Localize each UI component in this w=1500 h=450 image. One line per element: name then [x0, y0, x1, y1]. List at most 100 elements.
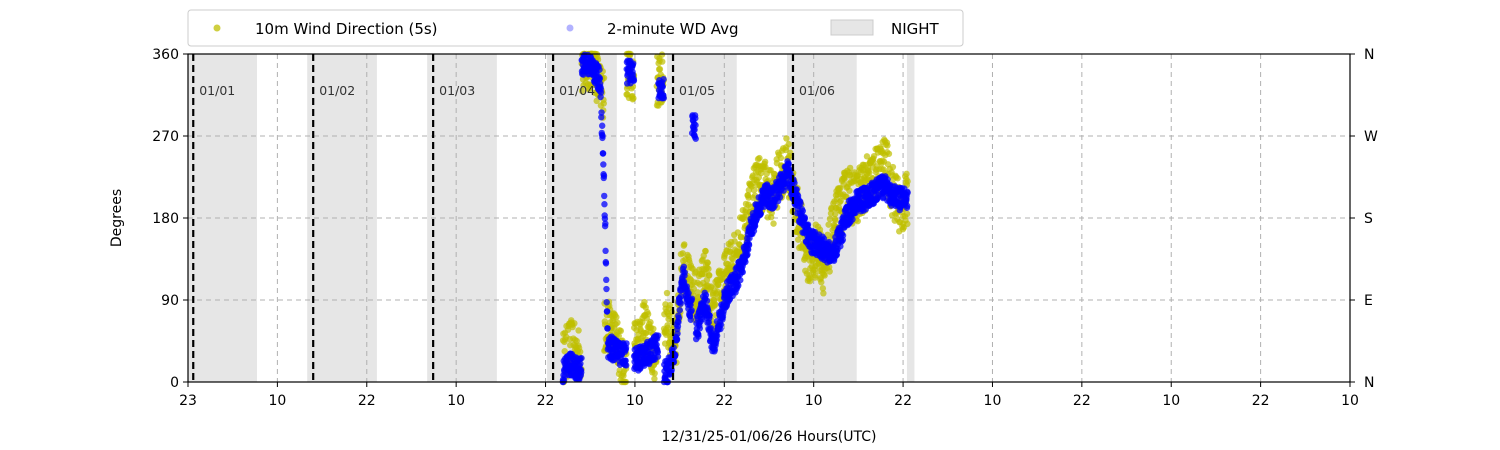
avg-point [676, 306, 683, 314]
avg-point [839, 232, 847, 239]
x-tick-label: 10 [626, 393, 644, 409]
raw-point [846, 187, 853, 194]
avg-point [659, 83, 666, 91]
avg-point [601, 215, 609, 222]
raw-point [705, 265, 712, 273]
raw-point [866, 169, 873, 177]
avg-point [654, 353, 662, 360]
raw-point [593, 97, 600, 105]
raw-point [644, 310, 652, 318]
avg-point [685, 289, 692, 297]
raw-point [647, 319, 654, 326]
x-tick-label: 22 [894, 393, 912, 409]
avg-point [674, 330, 681, 337]
raw-point [656, 65, 664, 73]
avg-point [706, 312, 713, 319]
avg-point [603, 299, 610, 306]
avg-point [660, 94, 668, 102]
raw-point [756, 154, 763, 162]
raw-point [885, 150, 893, 157]
avg-point [801, 215, 809, 222]
x-tick-label: 22 [1073, 393, 1091, 409]
raw-point [576, 348, 584, 355]
avg-point [745, 241, 753, 249]
avg-point [602, 260, 610, 267]
raw-point [659, 58, 666, 65]
raw-point [818, 279, 825, 286]
avg-point [771, 202, 778, 210]
avg-point [623, 340, 630, 347]
raw-point [794, 236, 802, 243]
avg-point [630, 60, 637, 67]
raw-point [651, 370, 658, 377]
avg-point [602, 220, 609, 227]
avg-point [603, 285, 610, 293]
avg-point [742, 258, 749, 266]
x-tick-label: 22 [715, 393, 733, 409]
day-label: 01/01 [199, 83, 235, 98]
y-tick-label: 90 [161, 293, 179, 309]
x-tick-label: 22 [358, 393, 376, 409]
legend-box [187, 9, 964, 47]
raw-point [821, 272, 828, 279]
x-tick-label: 10 [805, 393, 823, 409]
raw-point [664, 324, 671, 332]
avg-point [717, 321, 725, 328]
raw-point [651, 375, 658, 382]
x-tick-label: 10 [268, 393, 286, 409]
raw-point [819, 285, 827, 292]
avg-point [602, 247, 609, 255]
avg-point [596, 75, 604, 82]
raw-point [761, 158, 769, 166]
x-tick-label: 10 [1341, 393, 1359, 409]
avg-point [785, 160, 792, 167]
avg-point [793, 186, 800, 193]
raw-point [904, 178, 911, 185]
avg-point [839, 236, 847, 244]
raw-point [820, 290, 827, 297]
avg-point [713, 332, 721, 339]
raw-point [846, 164, 854, 172]
raw-point [826, 268, 833, 275]
avg-point [596, 66, 603, 73]
avg-point [677, 300, 684, 307]
raw-point [666, 302, 674, 309]
avg-point [739, 268, 746, 276]
avg-point [799, 207, 807, 215]
avg-point [578, 354, 585, 362]
avg-point [630, 77, 638, 84]
raw-point [561, 348, 568, 355]
x-tick-label: 10 [984, 393, 1002, 409]
avg-point [757, 210, 764, 218]
avg-point [577, 360, 584, 367]
raw-point [777, 154, 785, 162]
avg-point [849, 216, 856, 223]
day-label: 01/06 [799, 83, 835, 98]
avg-point [601, 192, 608, 200]
avg-point [601, 201, 608, 208]
avg-point [675, 314, 683, 322]
avg-point [598, 109, 605, 116]
y-tick-label: 0 [170, 375, 179, 391]
raw-point [903, 210, 911, 218]
avg-point [856, 194, 863, 202]
avg-point [600, 161, 607, 168]
raw-point [578, 87, 586, 95]
raw-point [889, 163, 897, 171]
x-tick-label: 22 [537, 393, 555, 409]
raw-point [785, 140, 792, 148]
avg-point [797, 200, 804, 207]
avg-point [737, 276, 744, 284]
raw-point [831, 210, 839, 218]
raw-point [826, 215, 834, 223]
avg-point [597, 89, 605, 96]
legend-night-swatch [830, 19, 874, 36]
raw-point [825, 221, 832, 228]
raw-point [702, 247, 709, 255]
y2-tick-label: W [1364, 129, 1378, 145]
raw-point [658, 51, 666, 58]
avg-point [776, 194, 784, 201]
avg-point [692, 121, 699, 129]
avg-point [688, 307, 695, 314]
y-axis-label: Degrees [109, 189, 125, 247]
